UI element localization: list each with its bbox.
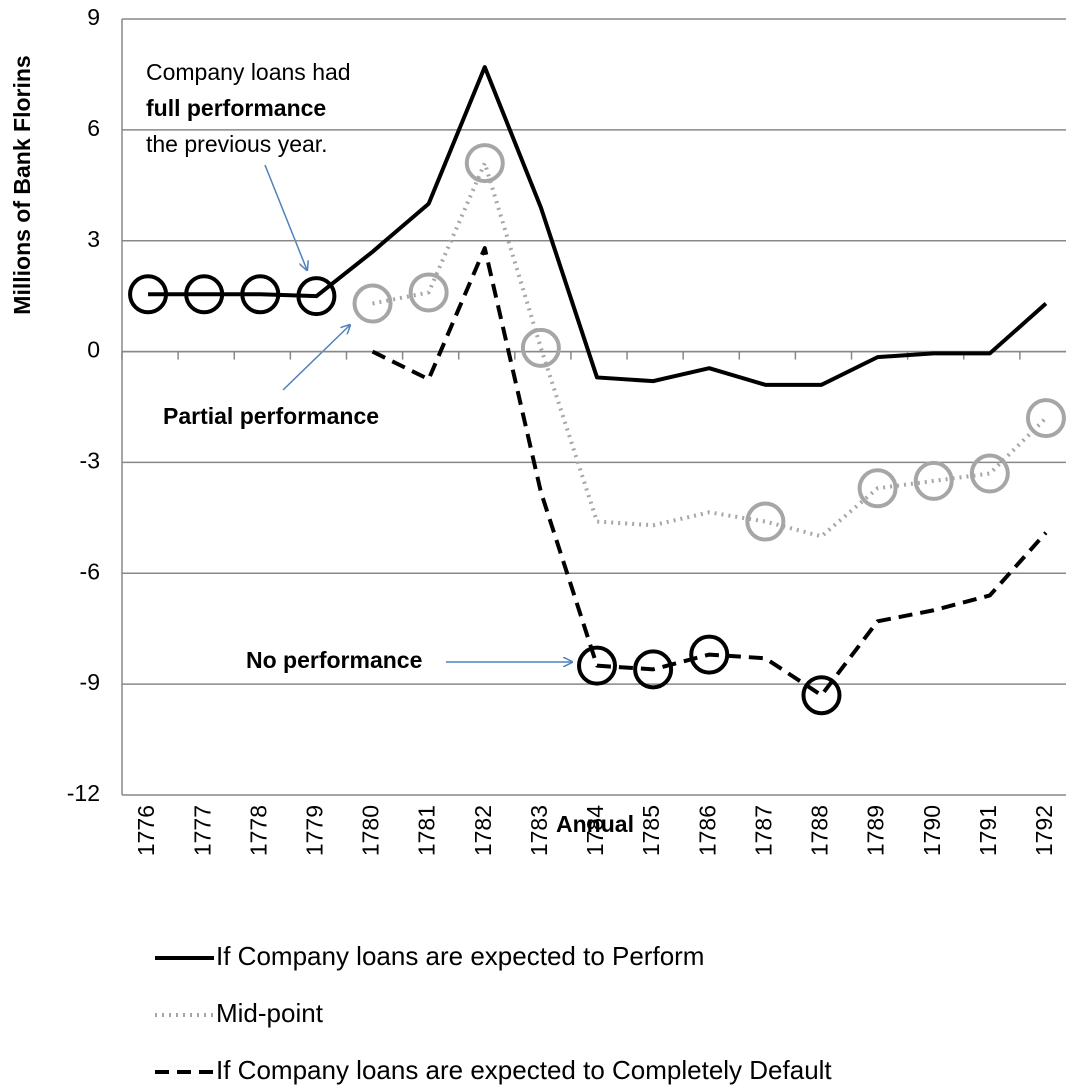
y-tick-label: 6 [87,115,100,141]
legend-label: If Company loans are expected to Complet… [216,1055,832,1085]
y-tick-label: -6 [80,558,100,584]
x-tick-label: 1787 [750,805,776,856]
y-tick-label: 9 [87,4,100,30]
x-tick-label: 1779 [301,805,327,856]
annotation: Partial performance [163,403,379,429]
x-tick-label: 1785 [638,805,664,856]
marker-circle [464,143,505,184]
x-tick-label: 1790 [919,805,945,856]
x-tick-label: 1788 [807,805,833,856]
y-tick-label: -3 [80,448,100,474]
x-tick-label: 1783 [526,805,552,856]
series-line [371,246,1048,698]
annotation: No performance [246,647,422,673]
y-tick-label: 3 [87,226,100,252]
x-tick-label: 1776 [133,805,159,856]
marker-circle [913,460,954,501]
x-tick-label: 1781 [414,805,440,856]
marker-circle [633,649,674,690]
marker-circle [801,675,842,716]
arrow [282,325,350,391]
annotation: the previous year. [146,131,328,157]
x-tick-label: 1789 [863,805,889,856]
marker-circle [128,274,169,315]
x-tick-label: 1777 [189,805,215,856]
marker-circle [296,276,337,317]
x-tick-label: 1791 [975,805,1001,856]
x-tick-label: 1784 [582,805,608,856]
annotation: full performance [146,95,326,121]
y-tick-label: 0 [87,337,100,363]
y-tick-label: -12 [67,780,100,806]
marker-circle [857,468,898,509]
x-tick-label: 1792 [1031,805,1057,856]
x-tick-label: 1780 [358,805,384,856]
legend-label: If Company loans are expected to Perform [216,941,704,971]
marker-circle [352,283,393,324]
marker-circle [745,501,786,542]
x-tick-label: 1786 [694,805,720,856]
marker-circle [689,634,730,675]
marker-circle [240,274,281,315]
x-tick-label: 1778 [245,805,271,856]
marker-circle [969,453,1010,494]
marker-circle [184,274,225,315]
annotation: Company loans had [146,59,351,85]
marker-circle [1025,398,1066,439]
x-axis-title: Annual [556,811,634,837]
marker-circle [520,327,561,368]
marker-circle [408,272,449,313]
y-tick-label: -9 [80,669,100,695]
marker-circle [577,645,617,686]
x-tick-label: 1782 [470,805,496,856]
series-line [372,161,1048,539]
y-axis-title: Millions of Bank Florins [9,55,35,314]
arrow [264,164,307,270]
legend-label: Mid-point [216,998,324,1028]
